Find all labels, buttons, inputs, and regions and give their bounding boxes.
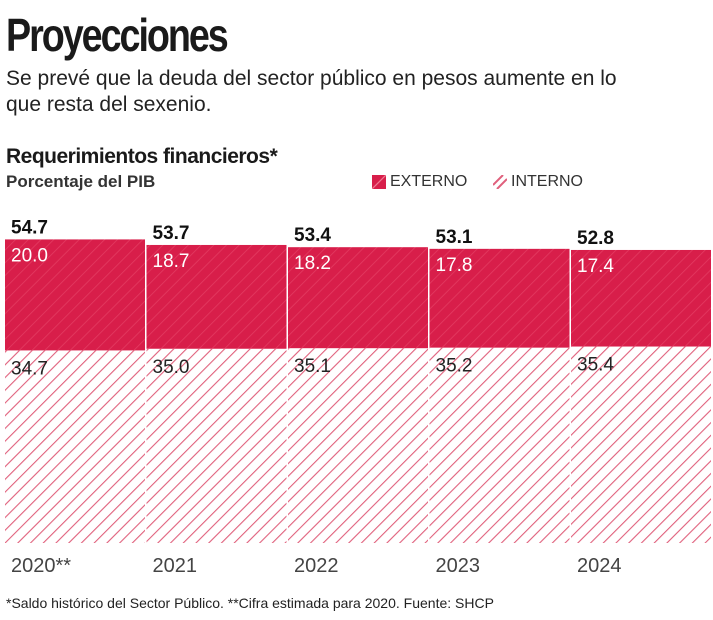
footnote: *Saldo histórico del Sector Público. **C… xyxy=(6,595,494,611)
data-label-total: 53.7 xyxy=(153,223,190,244)
page-title: Proyecciones xyxy=(6,9,229,61)
y-axis-label: Porcentaje del PIB xyxy=(6,172,156,191)
x-tick-label: 2020** xyxy=(11,555,71,577)
bar-externo xyxy=(146,244,287,349)
externo-swatch-icon xyxy=(372,175,386,189)
legend-label-externo: EXTERNO xyxy=(390,173,468,190)
x-tick-label: 2023 xyxy=(436,555,481,577)
subtitle: Se prevé que la deuda del sector público… xyxy=(6,67,617,116)
bar-interno xyxy=(146,348,287,543)
data-label-interno: 35.4 xyxy=(577,355,614,376)
data-label-interno: 35.0 xyxy=(153,357,190,378)
bar-interno xyxy=(288,348,428,543)
data-label-externo: 18.2 xyxy=(294,253,331,274)
data-label-externo: 18.7 xyxy=(153,251,190,272)
bar-interno xyxy=(429,347,570,543)
bar-externo xyxy=(288,247,428,349)
data-label-externo: 17.4 xyxy=(577,256,614,277)
bar-interno xyxy=(5,350,145,543)
legend-item-interno: INTERNO xyxy=(493,173,583,191)
bar-interno xyxy=(571,346,711,543)
bar-externo xyxy=(5,239,145,351)
x-tick-label: 2022 xyxy=(294,555,339,577)
data-label-total: 53.1 xyxy=(436,227,473,248)
x-tick-label: 2024 xyxy=(577,555,622,577)
data-label-interno: 35.1 xyxy=(294,356,331,377)
legend-label-interno: INTERNO xyxy=(511,173,583,190)
data-label-externo: 20.0 xyxy=(11,245,48,266)
bar-externo xyxy=(571,249,711,347)
bar-externo xyxy=(429,248,570,348)
data-label-interno: 34.7 xyxy=(11,358,48,379)
interno-swatch-icon xyxy=(493,175,507,189)
data-label-total: 54.7 xyxy=(11,217,48,238)
data-label-interno: 35.2 xyxy=(436,356,473,377)
legend-item-externo: EXTERNO xyxy=(372,173,467,191)
data-label-total: 52.8 xyxy=(577,228,614,249)
x-tick-label: 2021 xyxy=(153,555,198,577)
data-label-total: 53.4 xyxy=(294,225,331,246)
chart-title: Requerimientos financieros* xyxy=(6,145,278,168)
data-label-externo: 17.8 xyxy=(436,255,473,276)
